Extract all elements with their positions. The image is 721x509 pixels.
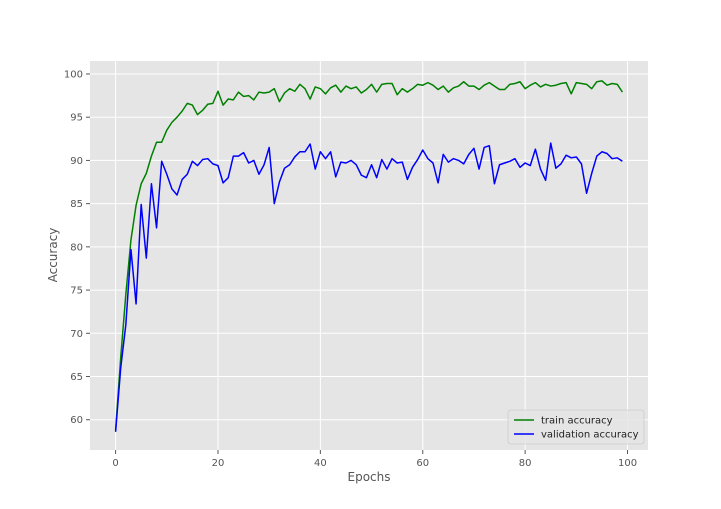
y-tick-label: 90 — [70, 156, 83, 167]
y-axis-label: Accuracy — [46, 228, 60, 283]
y-tick-label: 75 — [70, 286, 83, 297]
x-tick-label: 0 — [112, 458, 118, 469]
series-line-validation-accuracy — [114, 142, 623, 432]
x-tick-label: 20 — [212, 458, 225, 469]
series-layer — [114, 80, 624, 432]
x-tick-label: 40 — [314, 458, 327, 469]
legend-label-validation-accuracy: validation accuracy — [541, 430, 639, 441]
series-line-train-accuracy — [114, 80, 624, 431]
legend-box — [507, 409, 645, 445]
y-tick-label: 100 — [64, 69, 83, 80]
y-tick-label: 65 — [70, 372, 83, 383]
x-axis-ticks: 0 20 40 60 80 100 — [112, 450, 637, 469]
y-tick-label: 85 — [70, 199, 83, 210]
legend-label-train-accuracy: train accuracy — [541, 416, 613, 427]
y-tick-label: 60 — [70, 415, 83, 426]
x-tick-label: 80 — [519, 458, 532, 469]
y-tick-label: 95 — [70, 113, 83, 124]
y-tick-label: 80 — [70, 242, 83, 253]
x-tick-label: 100 — [618, 458, 637, 469]
y-axis-ticks: 60 65 70 75 80 85 90 95 100 — [64, 69, 90, 426]
x-tick-label: 60 — [416, 458, 429, 469]
legend: train accuracy validation accuracy — [507, 409, 645, 445]
y-tick-label: 70 — [70, 329, 83, 340]
plot-area-background — [90, 61, 648, 450]
x-axis-label: Epochs — [348, 470, 391, 484]
